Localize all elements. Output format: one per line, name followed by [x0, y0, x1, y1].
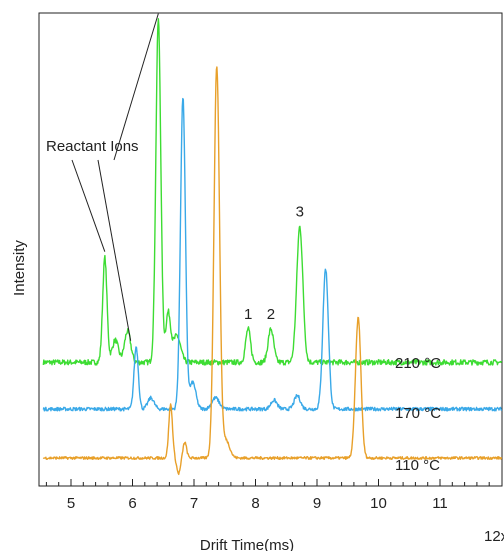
- series-group: [42, 18, 503, 476]
- x-tick-label: 11: [432, 495, 448, 512]
- series-line-210: [42, 18, 503, 366]
- x-tick-label: 6: [128, 495, 136, 512]
- x-tick-label: 7: [190, 495, 198, 512]
- series-line-110: [42, 66, 503, 476]
- peak-label: 3: [296, 204, 304, 221]
- annotation-reactant-ions: Reactant Ions: [46, 138, 139, 155]
- x-tick-label: 9: [313, 495, 321, 512]
- x-tick-label: 5: [67, 495, 75, 512]
- plot-frame: [38, 12, 503, 487]
- y-axis-label: Intensity: [11, 240, 28, 296]
- annotation-leader: [113, 13, 159, 161]
- annotation-leader: [97, 159, 132, 341]
- x-ticks: 5 6 7 8 9 10 11: [45, 479, 490, 512]
- x-corner-label: 12x: [484, 528, 504, 545]
- x-axis-label: Drift Time(ms): [200, 537, 294, 551]
- x-tick-label: 10: [370, 495, 387, 512]
- series-label-170: 170 °C: [395, 405, 441, 422]
- annotations: 1 2 3 Reactant Ions: [46, 13, 304, 341]
- series-label-110: 110 °C: [395, 457, 440, 474]
- peak-label: 1: [244, 306, 252, 323]
- series-label-210: 210 °C: [395, 355, 441, 372]
- annotation-leader: [71, 159, 106, 252]
- series-line-170: [42, 97, 503, 412]
- peak-label: 2: [267, 306, 275, 323]
- x-tick-label: 8: [251, 495, 259, 512]
